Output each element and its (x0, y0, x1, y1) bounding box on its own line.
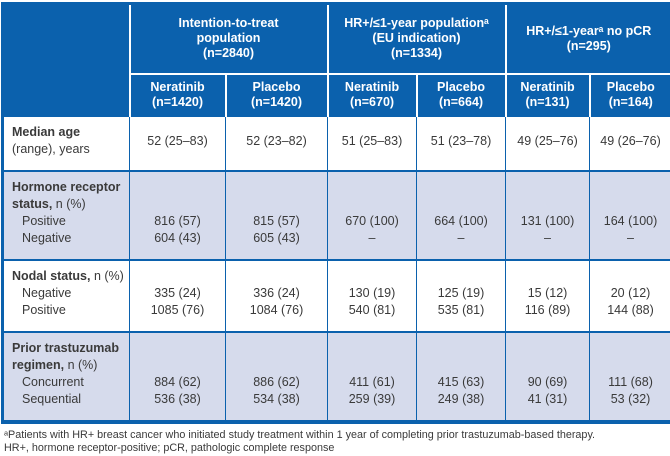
table-header: Intention-to-treat population (n=2840) H… (3, 4, 670, 116)
data-cell: 415 (63)249 (38) (417, 332, 506, 422)
section-title-line: regimen, n (%) (12, 357, 125, 374)
section-title-line: Median age (12, 124, 125, 141)
arm-header-neratinib-itt: Neratinib (n=1420) (130, 74, 226, 116)
arm-header-neratinib-nopcr: Neratinib (n=131) (506, 74, 590, 116)
sub-row-label: Negative (12, 285, 125, 302)
data-cell: 335 (24)1085 (76) (130, 260, 226, 332)
data-cell: 52 (25–83) (130, 116, 226, 171)
baseline-characteristics-table: Intention-to-treat population (n=2840) H… (1, 2, 670, 424)
data-cell: 886 (62)534 (38) (226, 332, 328, 422)
sub-row-label: Positive (12, 302, 125, 319)
section-title-line: status, n (%) (12, 196, 125, 213)
data-cell: 164 (100)– (590, 171, 670, 260)
arm-header-placebo-nopcr: Placebo (n=164) (590, 74, 670, 116)
data-cell: 51 (23–78) (417, 116, 506, 171)
section-title-line: (range), years (12, 141, 125, 158)
sub-row-label: Sequential (12, 391, 125, 408)
data-cell: 815 (57)605 (43) (226, 171, 328, 260)
data-cell: 411 (61)259 (39) (328, 332, 417, 422)
row-label-cell: Median age(range), years (3, 116, 130, 171)
section-title-line: Prior trastuzumab (12, 340, 125, 357)
corner-cell (3, 4, 130, 116)
data-cell: 816 (57)604 (43) (130, 171, 226, 260)
data-cell: 49 (25–76) (506, 116, 590, 171)
arm-header-placebo-eu: Placebo (n=664) (417, 74, 506, 116)
data-cell: 336 (24)1084 (76) (226, 260, 328, 332)
data-cell: 51 (25–83) (328, 116, 417, 171)
footnote-line-1: ᵃPatients with HR+ breast cancer who ini… (4, 429, 667, 443)
footnote: ᵃPatients with HR+ breast cancer who ini… (0, 424, 670, 456)
group-header-eu-indication: HR+/≤1-year populationᵃ (EU indication) … (328, 4, 506, 74)
data-cell: 15 (12)116 (89) (506, 260, 590, 332)
data-cell: 130 (19)540 (81) (328, 260, 417, 332)
data-cell: 90 (69)41 (31) (506, 332, 590, 422)
sub-row-label: Concurrent (12, 374, 125, 391)
data-cell: 49 (26–76) (590, 116, 670, 171)
data-cell: 125 (19)535 (81) (417, 260, 506, 332)
data-cell: 20 (12)144 (88) (590, 260, 670, 332)
data-cell: 131 (100)– (506, 171, 590, 260)
sub-row-label: Positive (12, 213, 125, 230)
section-title-line: Hormone receptor (12, 179, 125, 196)
group-header-itt: Intention-to-treat population (n=2840) (130, 4, 328, 74)
section-title-line: Nodal status, n (%) (12, 268, 125, 285)
data-cell: 670 (100)– (328, 171, 417, 260)
data-cell: 664 (100)– (417, 171, 506, 260)
group-header-row: Intention-to-treat population (n=2840) H… (3, 4, 670, 74)
sub-row-label: Negative (12, 230, 125, 247)
group-header-no-pcr: HR+/≤1-yearᵃ no pCR (n=295) (506, 4, 670, 74)
data-cell: 884 (62)536 (38) (130, 332, 226, 422)
arm-header-placebo-itt: Placebo (n=1420) (226, 74, 328, 116)
footnote-line-2: HR+, hormone receptor-positive; pCR, pat… (4, 442, 667, 456)
arm-header-neratinib-eu: Neratinib (n=670) (328, 74, 417, 116)
data-cell: 111 (68)53 (32) (590, 332, 670, 422)
data-cell: 52 (23–82) (226, 116, 328, 171)
